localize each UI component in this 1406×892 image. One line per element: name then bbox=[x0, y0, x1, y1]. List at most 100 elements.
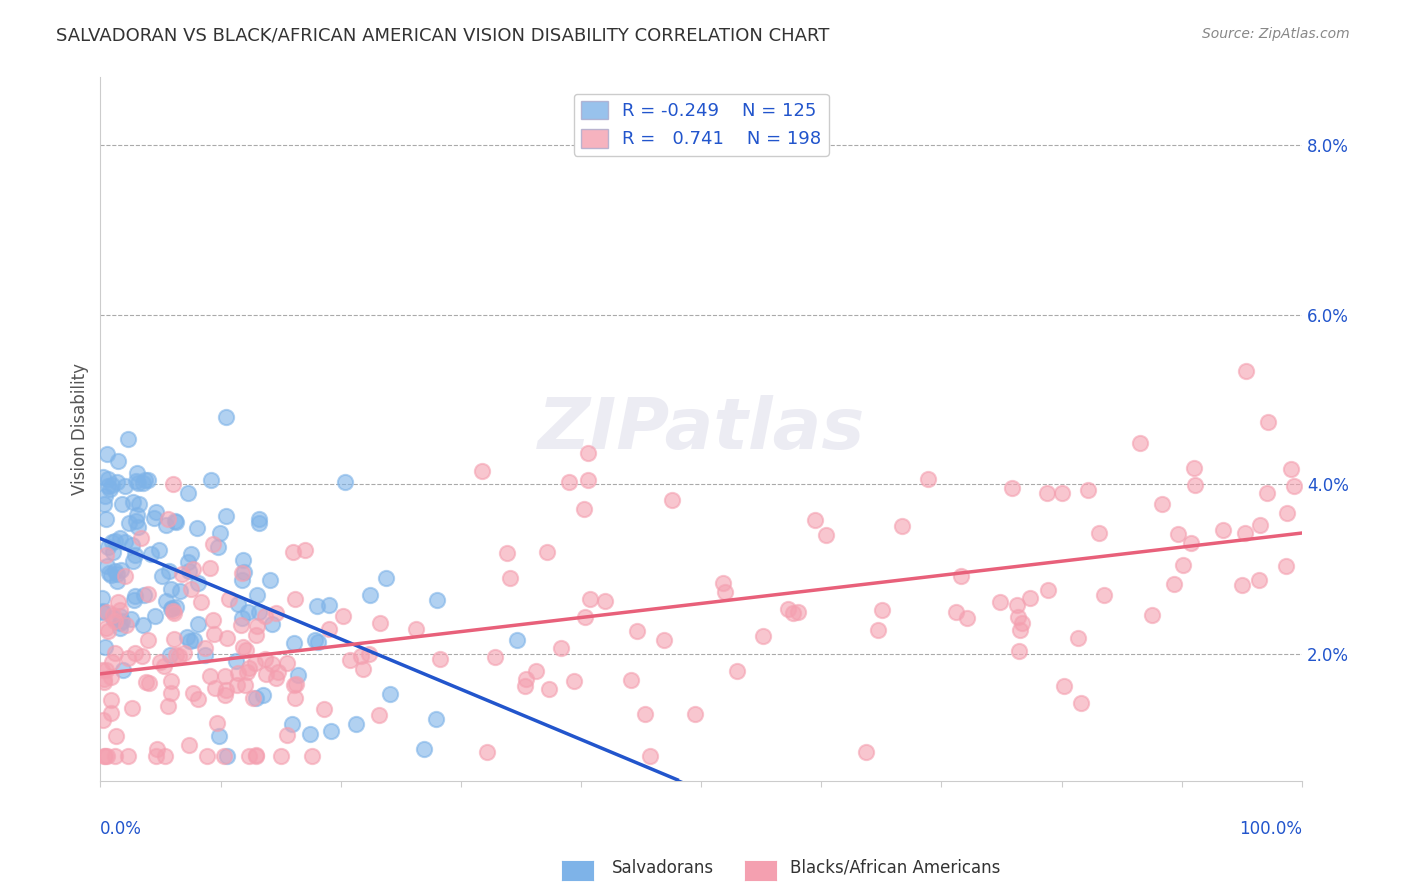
Point bbox=[150, 569, 173, 583]
Point bbox=[125, 474, 148, 488]
Point bbox=[231, 574, 253, 588]
Point bbox=[157, 699, 180, 714]
Point bbox=[1050, 485, 1073, 500]
Point bbox=[484, 649, 506, 664]
Point bbox=[956, 611, 979, 625]
Point bbox=[319, 724, 342, 739]
Legend: R = -0.249    N = 125, R =   0.741    N = 198: R = -0.249 N = 125, R = 0.741 N = 198 bbox=[574, 94, 828, 156]
Point bbox=[122, 554, 145, 568]
Point bbox=[105, 574, 128, 588]
Point bbox=[471, 464, 494, 478]
Point bbox=[1180, 536, 1202, 550]
Point bbox=[96, 447, 118, 461]
Point bbox=[93, 497, 115, 511]
Point bbox=[1140, 607, 1163, 622]
Point bbox=[238, 661, 260, 675]
Point bbox=[173, 646, 195, 660]
Point bbox=[685, 706, 707, 721]
Point bbox=[253, 652, 276, 666]
Point bbox=[988, 595, 1011, 609]
Point bbox=[94, 640, 117, 654]
Point bbox=[149, 656, 172, 670]
Point bbox=[160, 602, 183, 616]
Point bbox=[125, 508, 148, 522]
Point bbox=[215, 748, 238, 763]
Point bbox=[626, 624, 648, 639]
Point bbox=[558, 475, 581, 489]
Point bbox=[378, 687, 401, 701]
Text: 0.0%: 0.0% bbox=[100, 820, 142, 838]
Point bbox=[238, 606, 260, 620]
Point bbox=[198, 561, 221, 575]
Point bbox=[254, 666, 277, 681]
Point bbox=[208, 729, 231, 743]
Point bbox=[93, 604, 115, 618]
Point bbox=[945, 606, 967, 620]
Point bbox=[180, 582, 202, 596]
Point bbox=[283, 678, 305, 692]
Point bbox=[786, 605, 808, 619]
Point bbox=[93, 672, 115, 686]
Point bbox=[287, 667, 309, 681]
Point bbox=[138, 676, 160, 690]
Point bbox=[226, 666, 249, 681]
Point bbox=[576, 473, 599, 487]
Point bbox=[375, 571, 398, 585]
Point bbox=[101, 545, 124, 559]
Point bbox=[1256, 486, 1278, 500]
Point bbox=[145, 505, 167, 519]
Point bbox=[574, 610, 596, 624]
Point bbox=[136, 473, 159, 487]
Point bbox=[498, 571, 520, 585]
Point bbox=[270, 748, 292, 763]
Point bbox=[264, 606, 287, 620]
Point bbox=[204, 681, 226, 696]
Point bbox=[104, 748, 127, 763]
Point bbox=[195, 748, 218, 763]
Point bbox=[782, 607, 804, 621]
Point bbox=[1279, 462, 1302, 476]
Point bbox=[163, 514, 186, 528]
Point bbox=[1018, 591, 1040, 605]
Point bbox=[183, 633, 205, 648]
Point bbox=[1247, 573, 1270, 587]
Point bbox=[804, 513, 827, 527]
Point bbox=[135, 675, 157, 690]
Point bbox=[564, 674, 586, 689]
Point bbox=[101, 655, 124, 669]
Point bbox=[215, 683, 238, 698]
Point bbox=[104, 614, 127, 628]
Point bbox=[725, 664, 748, 678]
Point bbox=[332, 608, 354, 623]
Point bbox=[276, 656, 298, 670]
Point bbox=[305, 599, 328, 614]
Point bbox=[118, 516, 141, 531]
Point bbox=[1167, 526, 1189, 541]
Point bbox=[209, 526, 232, 541]
Point bbox=[103, 607, 125, 622]
Point bbox=[1230, 577, 1253, 591]
Point bbox=[246, 588, 269, 602]
Point bbox=[284, 592, 307, 607]
Point bbox=[267, 665, 290, 679]
Point bbox=[93, 675, 115, 690]
Point bbox=[226, 598, 249, 612]
Point bbox=[202, 627, 225, 641]
Point bbox=[187, 691, 209, 706]
Point bbox=[155, 593, 177, 607]
Point bbox=[245, 747, 267, 762]
Point bbox=[103, 646, 125, 660]
Point bbox=[143, 608, 166, 623]
Point bbox=[91, 713, 114, 727]
Point bbox=[550, 640, 572, 655]
Point bbox=[136, 632, 159, 647]
Point bbox=[162, 476, 184, 491]
Text: Source: ZipAtlas.com: Source: ZipAtlas.com bbox=[1202, 27, 1350, 41]
Point bbox=[352, 662, 374, 676]
Point bbox=[160, 600, 183, 615]
Point bbox=[94, 490, 117, 504]
Point bbox=[855, 745, 877, 759]
Point bbox=[1249, 517, 1271, 532]
Point bbox=[104, 564, 127, 578]
Point bbox=[1129, 436, 1152, 450]
